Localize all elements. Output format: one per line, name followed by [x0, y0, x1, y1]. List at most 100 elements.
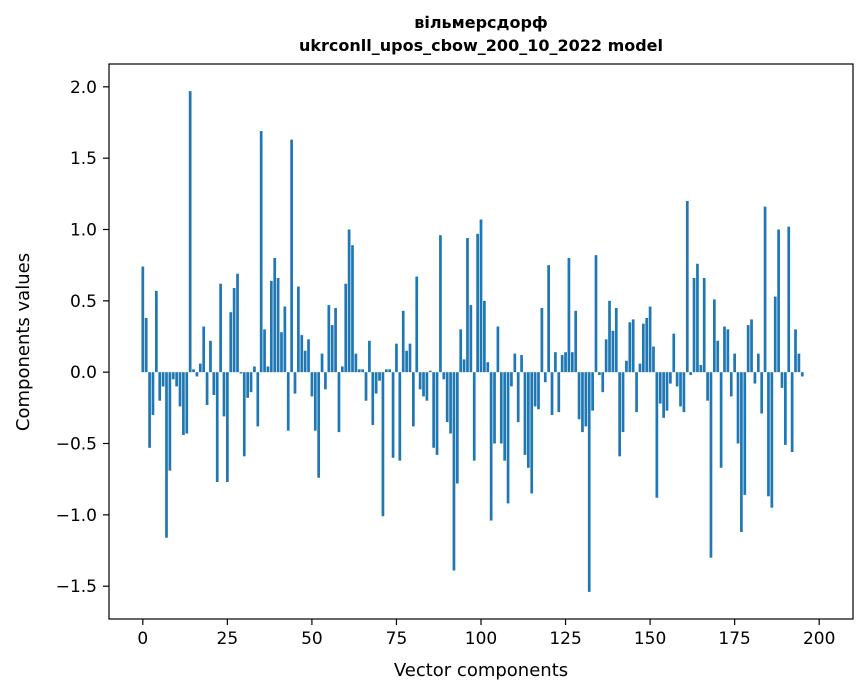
bar [286, 372, 290, 431]
bar [591, 372, 594, 411]
bar [499, 372, 503, 444]
bar [716, 340, 720, 373]
bar [648, 306, 652, 373]
bar [209, 340, 212, 373]
x-axis-label: Vector components [394, 660, 568, 681]
bar [374, 372, 378, 394]
bar [614, 307, 618, 373]
bar [192, 369, 195, 373]
bar [171, 372, 175, 380]
bar [672, 333, 676, 373]
bar [736, 372, 740, 444]
x-tick-label: 50 [301, 629, 323, 649]
bar [151, 372, 155, 415]
bar [523, 372, 527, 455]
bar [449, 372, 452, 434]
bar [442, 372, 446, 380]
bar [384, 369, 388, 373]
bar [574, 310, 578, 373]
bar [689, 372, 693, 376]
bar [594, 255, 598, 373]
bar [570, 352, 574, 373]
bar [679, 372, 682, 407]
bar [273, 258, 277, 373]
y-tick-label: 0.0 [70, 363, 97, 383]
bar [310, 372, 314, 397]
bar [141, 266, 145, 373]
bar [652, 346, 655, 373]
bar [756, 353, 760, 373]
bar [750, 319, 753, 373]
bar [702, 278, 706, 373]
bar [581, 372, 584, 433]
bar [780, 372, 784, 388]
bar [256, 372, 260, 427]
bar [723, 326, 726, 373]
bar [381, 372, 385, 517]
bar [733, 353, 736, 373]
bar [263, 329, 266, 373]
bar [324, 372, 327, 390]
bar [259, 131, 263, 373]
bar [202, 326, 206, 373]
bar [239, 372, 243, 374]
bar [415, 276, 419, 373]
bar [533, 372, 537, 407]
bar [696, 263, 699, 373]
bar [557, 372, 561, 413]
bar [313, 372, 317, 431]
bar [205, 372, 209, 405]
bar [344, 283, 348, 373]
bar [178, 372, 182, 407]
bar [364, 372, 368, 401]
x-tick-label: 200 [803, 629, 835, 649]
bar [493, 372, 496, 444]
bar [510, 372, 513, 387]
bar [280, 332, 283, 373]
bar [408, 343, 412, 373]
bar [621, 372, 625, 433]
bar [601, 372, 605, 393]
bar [669, 372, 672, 384]
bar [777, 229, 780, 373]
bar [706, 372, 709, 401]
bar [513, 353, 517, 373]
bar [425, 372, 429, 401]
x-tick-label: 175 [718, 629, 750, 649]
bar [729, 372, 733, 397]
bar [554, 352, 557, 373]
bar [773, 296, 777, 373]
bar [290, 139, 293, 373]
bar [797, 353, 801, 373]
bar [401, 310, 405, 373]
bar [719, 372, 723, 468]
bar [567, 258, 571, 373]
bar [479, 219, 483, 373]
bar [469, 305, 473, 373]
bar [266, 366, 270, 373]
bar [330, 325, 334, 373]
y-axis-label: Components values [13, 253, 34, 431]
bar [212, 372, 216, 395]
bar [334, 307, 337, 373]
bar [763, 206, 767, 373]
y-tick-label: −1.0 [56, 506, 97, 526]
bar [195, 372, 199, 377]
bar [412, 372, 415, 427]
bar [699, 365, 703, 373]
x-tick-label: 125 [549, 629, 581, 649]
bar [584, 372, 588, 427]
bar [635, 372, 638, 413]
bar [168, 372, 172, 471]
bar [354, 353, 358, 373]
bar [232, 288, 236, 373]
bar [432, 372, 436, 448]
bar [283, 306, 287, 373]
bar [459, 329, 463, 373]
bar [182, 372, 185, 435]
bar [800, 372, 804, 377]
bar [351, 245, 354, 373]
bar [188, 91, 192, 373]
x-tick-label: 150 [634, 629, 666, 649]
bar [790, 372, 794, 453]
